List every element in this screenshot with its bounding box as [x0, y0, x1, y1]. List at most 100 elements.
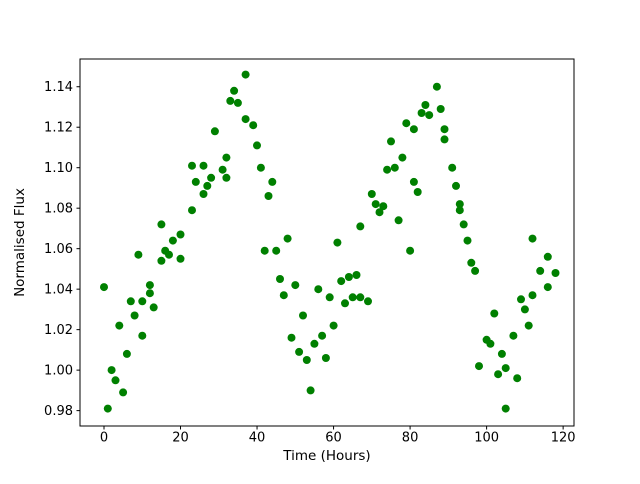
data-point: [536, 266, 545, 275]
data-point: [455, 200, 464, 209]
data-point: [356, 293, 365, 302]
data-point: [448, 163, 457, 172]
data-point: [291, 281, 300, 290]
y-tick-label: 0.98: [44, 404, 73, 419]
data-point: [168, 236, 177, 245]
data-point: [100, 283, 108, 292]
data-point: [302, 356, 311, 364]
data-point: [165, 250, 173, 259]
data-point: [299, 311, 307, 320]
data-point: [471, 266, 480, 275]
data-point: [513, 374, 522, 383]
data-point: [188, 206, 196, 215]
data-point: [203, 181, 212, 190]
data-point: [233, 98, 242, 107]
data-point: [103, 404, 112, 413]
data-point: [145, 281, 154, 290]
data-point: [295, 347, 304, 356]
data-point: [364, 297, 372, 306]
data-point: [279, 291, 288, 300]
data-point: [149, 303, 158, 312]
data-point: [325, 293, 334, 302]
data-point: [402, 119, 411, 128]
data-point: [241, 115, 250, 124]
data-point: [126, 297, 135, 306]
data-point: [115, 321, 124, 330]
data-point: [509, 331, 518, 340]
data-point: [176, 230, 185, 239]
points-layer: [100, 70, 560, 413]
data-point: [409, 125, 418, 134]
data-point: [375, 208, 384, 217]
y-tick-label: 1.10: [44, 161, 73, 176]
data-point: [138, 297, 147, 306]
data-point: [287, 333, 296, 342]
data-point: [218, 165, 227, 174]
data-point: [528, 291, 537, 300]
data-point: [528, 234, 537, 243]
data-point: [440, 135, 449, 144]
data-point: [253, 141, 261, 150]
x-axis-label: Time (Hours): [282, 448, 370, 464]
plot-area: [79, 58, 575, 427]
y-tick-label: 1.02: [44, 323, 73, 338]
data-point: [272, 246, 281, 255]
y-tick-label: 1.00: [44, 364, 73, 379]
x-tick-label: 100: [474, 431, 499, 446]
data-point: [199, 161, 208, 170]
data-point: [260, 246, 269, 255]
data-point: [452, 181, 460, 190]
data-point: [249, 121, 258, 130]
data-point: [111, 376, 120, 385]
data-point: [394, 216, 403, 225]
data-point: [256, 163, 265, 172]
data-point: [486, 339, 495, 348]
data-point: [119, 388, 128, 397]
x-tick-label: 120: [551, 431, 576, 446]
data-point: [524, 321, 533, 330]
data-point: [390, 163, 399, 172]
data-point: [337, 277, 346, 286]
y-tick-label: 1.08: [44, 202, 73, 217]
data-point: [188, 161, 196, 170]
data-point: [222, 173, 231, 182]
data-point: [157, 220, 166, 229]
data-point: [130, 311, 139, 320]
data-point: [387, 137, 395, 146]
data-point: [417, 109, 426, 117]
data-point: [341, 299, 349, 308]
data-point: [210, 127, 219, 136]
y-tick-label: 1.14: [44, 80, 73, 95]
data-point: [310, 339, 319, 348]
data-point: [268, 177, 277, 186]
data-point: [494, 370, 503, 379]
y-tick-label: 1.04: [44, 283, 73, 298]
data-point: [436, 105, 445, 113]
data-point: [145, 289, 154, 298]
data-point: [398, 153, 407, 162]
data-point: [425, 111, 434, 120]
data-point: [356, 222, 365, 231]
data-point: [440, 125, 449, 134]
data-point: [551, 269, 560, 277]
data-point: [490, 309, 499, 318]
data-point: [520, 305, 529, 314]
data-point: [321, 354, 330, 362]
data-point: [138, 331, 147, 340]
data-point: [329, 321, 338, 330]
x-tick-label: 0: [100, 431, 108, 446]
data-point: [475, 362, 483, 371]
data-point: [379, 202, 388, 211]
data-point: [222, 153, 231, 162]
y-axis-label: Normalised Flux: [12, 188, 28, 297]
data-point: [497, 349, 506, 358]
data-point: [344, 273, 353, 281]
data-point: [413, 188, 422, 196]
data-point: [226, 96, 235, 105]
data-point: [276, 275, 284, 283]
data-point: [199, 190, 208, 198]
data-point: [406, 246, 415, 255]
data-point: [421, 101, 430, 109]
data-point: [333, 238, 342, 247]
